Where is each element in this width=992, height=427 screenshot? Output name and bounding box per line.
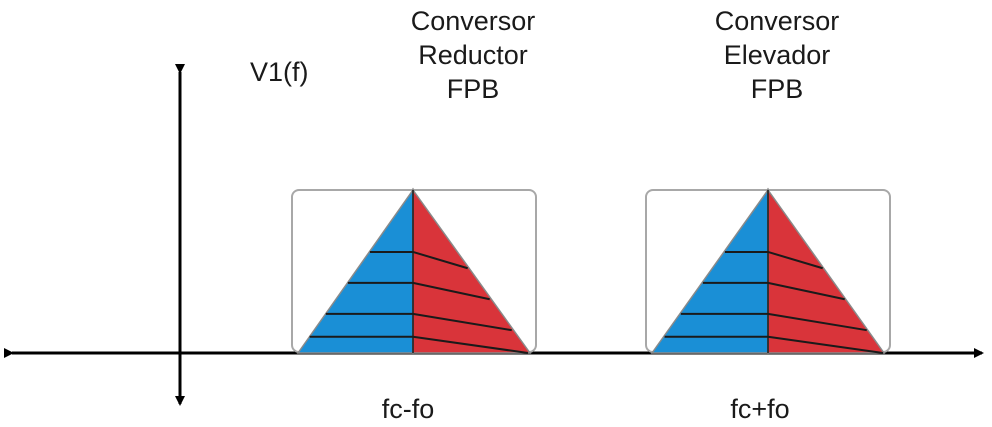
freq-label-diff: fc-fo — [381, 394, 435, 424]
spectrum-block-reductor — [291, 187, 537, 354]
stripe-diagonal — [767, 335, 884, 354]
title-line: Elevador — [723, 40, 831, 70]
stripe-lines — [309, 190, 529, 354]
stripe-diagonal — [767, 250, 823, 270]
stripe-diagonal — [767, 281, 845, 301]
title-line: FPB — [750, 74, 804, 104]
block-title-reductor: Conversor Reductor FPB — [398, 4, 548, 106]
title-line: FPB — [446, 74, 500, 104]
stripe-diagonal — [412, 250, 468, 270]
stripe-diagonal — [412, 281, 490, 301]
stripe-diagonal — [412, 335, 529, 354]
y-axis-label: V1(f) — [250, 57, 309, 87]
title-line: Conversor — [714, 6, 840, 36]
stripe-diagonal — [412, 312, 512, 332]
freq-label-sum: fc+fo — [730, 394, 790, 424]
stripe-diagonal — [767, 312, 867, 332]
block-title-elevador: Conversor Elevador FPB — [702, 4, 852, 106]
spectrum-block-elevador — [645, 187, 891, 354]
stripe-lines — [664, 190, 884, 354]
title-line: Reductor — [418, 40, 528, 70]
title-line: Conversor — [410, 6, 536, 36]
